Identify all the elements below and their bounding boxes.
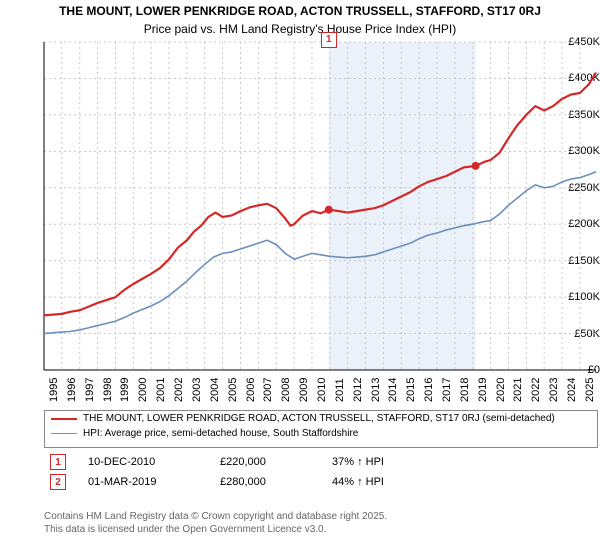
x-tick-label: 2006 xyxy=(245,378,257,402)
legend-box: THE MOUNT, LOWER PENKRIDGE ROAD, ACTON T… xyxy=(44,410,598,448)
x-tick-label: 1997 xyxy=(84,378,96,402)
x-tick-label: 2019 xyxy=(477,378,489,402)
x-tick-label: 2011 xyxy=(334,378,346,402)
legend-swatch xyxy=(51,418,77,420)
x-tick-label: 2000 xyxy=(137,378,149,402)
sales-row-2: 2 01-MAR-2019 £280,000 44% ↑ HPI xyxy=(44,472,596,492)
x-tick-label: 1999 xyxy=(119,378,131,402)
sales-row-date: 10-DEC-2010 xyxy=(88,456,198,468)
x-tick-label: 2023 xyxy=(548,378,560,402)
x-tick-label: 2020 xyxy=(495,378,507,402)
plot-svg xyxy=(0,0,600,372)
x-tick-label: 2018 xyxy=(459,378,471,402)
x-tick-label: 1998 xyxy=(102,378,114,402)
x-tick-label: 2022 xyxy=(530,378,542,402)
sales-row-1: 1 10-DEC-2010 £220,000 37% ↑ HPI xyxy=(44,452,596,472)
x-tick-label: 2003 xyxy=(191,378,203,402)
x-tick-label: 2013 xyxy=(370,378,382,402)
sales-row-marker: 2 xyxy=(50,474,66,490)
sale-marker-1: 1 xyxy=(321,32,337,48)
x-tick-label: 2001 xyxy=(155,378,167,402)
x-tick-label: 2025 xyxy=(584,378,596,402)
legend-item-property: THE MOUNT, LOWER PENKRIDGE ROAD, ACTON T… xyxy=(45,411,597,426)
sales-row-price: £280,000 xyxy=(220,476,310,488)
x-tick-label: 2024 xyxy=(566,378,578,402)
x-tick-label: 2007 xyxy=(262,378,274,402)
x-tick-label: 2015 xyxy=(405,378,417,402)
x-tick-label: 2005 xyxy=(227,378,239,402)
sales-row-delta: 44% ↑ HPI xyxy=(332,476,384,488)
x-tick-label: 2002 xyxy=(173,378,185,402)
x-tick-label: 2016 xyxy=(423,378,435,402)
x-tick-label: 1996 xyxy=(66,378,78,402)
sales-row-delta: 37% ↑ HPI xyxy=(332,456,384,468)
x-tick-label: 2017 xyxy=(441,378,453,402)
x-tick-label: 1995 xyxy=(48,378,60,402)
legend-label: THE MOUNT, LOWER PENKRIDGE ROAD, ACTON T… xyxy=(83,413,555,424)
x-tick-label: 2008 xyxy=(280,378,292,402)
chart-container: { "title": { "line1": "THE MOUNT, LOWER … xyxy=(0,0,600,560)
sales-table: 1 10-DEC-2010 £220,000 37% ↑ HPI 2 01-MAR-201… xyxy=(44,452,596,492)
x-tick-label: 2010 xyxy=(316,378,328,402)
x-tick-label: 2009 xyxy=(298,378,310,402)
sales-row-price: £220,000 xyxy=(220,456,310,468)
legend-label: HPI: Average price, semi-detached house,… xyxy=(83,428,358,439)
sales-row-marker: 1 xyxy=(50,454,66,470)
attribution-line2: This data is licensed under the Open Gov… xyxy=(44,523,387,536)
x-tick-label: 2004 xyxy=(209,378,221,402)
x-tick-label: 2012 xyxy=(352,378,364,402)
attribution-line1: Contains HM Land Registry data © Crown c… xyxy=(44,510,387,523)
legend-item-hpi: HPI: Average price, semi-detached house,… xyxy=(45,426,597,441)
attribution-text: Contains HM Land Registry data © Crown c… xyxy=(44,510,387,536)
sales-row-date: 01-MAR-2019 xyxy=(88,476,198,488)
legend-swatch xyxy=(51,433,77,434)
x-tick-label: 2021 xyxy=(512,378,524,402)
x-tick-label: 2014 xyxy=(387,378,399,402)
